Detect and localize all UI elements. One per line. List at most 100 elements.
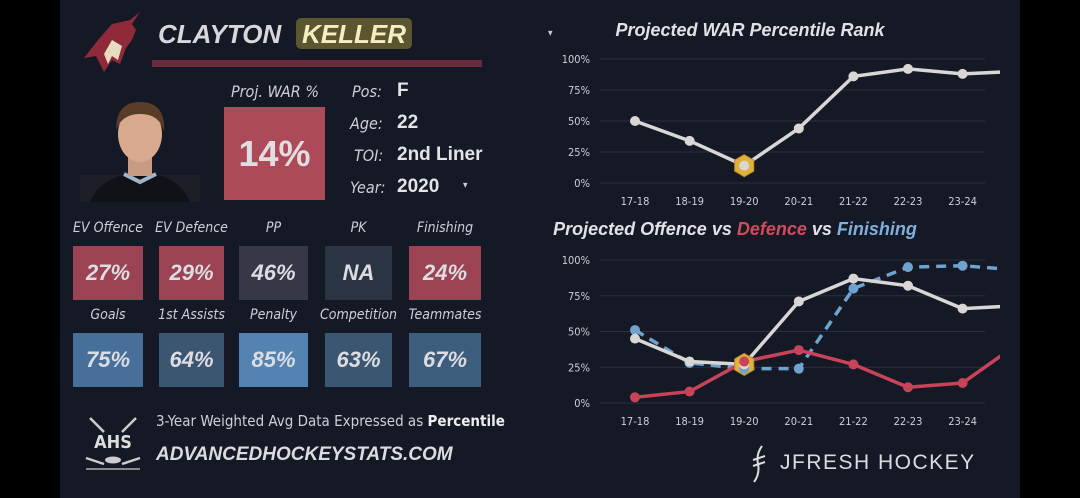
ahs-logo: AHS bbox=[85, 417, 141, 470]
chart2-title: Projected Offence vs Defence vs Finishin… bbox=[520, 219, 950, 240]
tile-value-competition: 63% bbox=[325, 333, 392, 387]
svg-text:AHS: AHS bbox=[94, 432, 132, 453]
tile-label-ev-offence: EV Offence bbox=[73, 220, 143, 236]
y-tick-label: 100% bbox=[562, 254, 590, 267]
y-tick-label: 25% bbox=[568, 146, 590, 159]
player-headshot bbox=[80, 102, 200, 202]
age-value: 22 bbox=[397, 112, 419, 133]
proj-war-label: Proj. WAR % bbox=[230, 82, 320, 101]
x-tick-label: 19-20 bbox=[730, 195, 759, 208]
data-note-bold: Percentile bbox=[427, 412, 505, 430]
toi-value: 2nd Liner bbox=[397, 144, 483, 165]
data-note: 3-Year Weighted Avg Data Expressed as Pe… bbox=[156, 412, 505, 430]
tile-value-ev-offence: 27% bbox=[73, 246, 143, 300]
data-point-war bbox=[793, 123, 804, 134]
data-point-defence bbox=[903, 382, 913, 393]
age-label: Age: bbox=[350, 114, 383, 133]
series-line-defence bbox=[634, 348, 1000, 400]
tile-value-ev-defence: 29% bbox=[159, 246, 224, 300]
x-tick-label: 18-19 bbox=[675, 195, 704, 208]
y-tick-label: 75% bbox=[568, 290, 590, 303]
player-last-name: KELLER bbox=[296, 18, 412, 49]
player-first-name: CLAYTON bbox=[158, 19, 282, 49]
dashboard-panel: CLAYTON KELLER Proj. WAR % 14% Pos: F Ag… bbox=[60, 0, 1020, 498]
data-point-finishing bbox=[793, 363, 804, 374]
data-point-defence bbox=[848, 359, 859, 370]
data-point-finishing bbox=[630, 325, 640, 336]
x-tick-label: 22-23 bbox=[894, 415, 923, 428]
pos-label: Pos: bbox=[352, 82, 382, 101]
data-point-offence bbox=[903, 280, 913, 291]
data-point-finishing bbox=[848, 283, 859, 294]
tile-label-1st-assists: 1st Assists bbox=[158, 307, 225, 323]
data-point-war bbox=[957, 68, 968, 79]
x-tick-label: 18-19 bbox=[675, 415, 704, 428]
y-tick-label: 0% bbox=[574, 177, 590, 190]
war-percentile-chart: 0% 25% 50% 75% 100% 17-18 18-19 19-20 20-21 21-22… bbox=[562, 53, 1000, 208]
x-tick-label: 23-24 bbox=[948, 415, 977, 428]
x-tick-label: 17-18 bbox=[621, 195, 650, 208]
title-part-vs: vs bbox=[806, 219, 837, 239]
y-tick-label: 50% bbox=[568, 115, 590, 128]
data-point-defence bbox=[684, 386, 695, 397]
y-tick-label: 75% bbox=[568, 84, 590, 97]
series-line-war bbox=[634, 67, 1000, 168]
data-point-war bbox=[903, 63, 913, 74]
year-dropdown[interactable]: 2020 ▾ bbox=[397, 174, 479, 200]
site-link[interactable]: ADVANCEDHOCKEYSTATS.COM bbox=[156, 444, 453, 465]
data-point-war bbox=[684, 135, 695, 146]
offence-defence-finishing-chart: 0% 25% 50% 75% 100% 17-18 18-19 19-20 20-21 21-22… bbox=[562, 254, 1000, 428]
x-tick-label: 20-21 bbox=[784, 415, 813, 428]
data-point-finishing bbox=[903, 262, 913, 273]
tile-value-pp: 46% bbox=[239, 246, 308, 300]
tile-value-finishing: 24% bbox=[409, 246, 481, 300]
tile-value-1st-assists: 64% bbox=[159, 333, 224, 387]
tile-label-competition: Competition bbox=[319, 307, 398, 323]
x-tick-label: 23-24 bbox=[948, 195, 977, 208]
data-point-offence bbox=[793, 296, 804, 307]
tile-label-ev-defence: EV Defence bbox=[155, 220, 228, 236]
x-tick-label: 20-21 bbox=[784, 195, 813, 208]
x-tick-label: 17-18 bbox=[621, 415, 650, 428]
data-point-offence bbox=[684, 356, 695, 367]
x-tick-label: 21-22 bbox=[839, 415, 868, 428]
data-point-defence bbox=[630, 392, 640, 403]
title-part-defence: Defence bbox=[736, 219, 807, 239]
brand-name: JFRESH HOCKEY bbox=[780, 451, 976, 474]
data-point-defence bbox=[739, 356, 750, 367]
data-point-defence bbox=[957, 377, 968, 388]
title-part-finishing: Finishing bbox=[836, 219, 917, 239]
x-tick-label: 19-20 bbox=[730, 415, 759, 428]
toi-label: TOI: bbox=[354, 146, 384, 165]
data-point-war bbox=[630, 116, 640, 126]
data-point-offence bbox=[957, 303, 968, 314]
year-label: Year: bbox=[350, 178, 386, 197]
coyotes-logo bbox=[84, 12, 140, 72]
series-line-finishing bbox=[634, 263, 1000, 371]
data-note-text: 3-Year Weighted Avg Data Expressed as bbox=[156, 412, 428, 430]
chevron-down-icon: ▾ bbox=[463, 180, 468, 191]
tile-label-pp: PP bbox=[265, 220, 282, 236]
data-point-war bbox=[739, 160, 750, 171]
y-tick-label: 50% bbox=[568, 326, 590, 339]
tile-value-goals: 75% bbox=[73, 333, 143, 387]
chart1-title: Projected WAR Percentile Rank bbox=[615, 20, 885, 40]
year-value: 2020 bbox=[397, 176, 440, 197]
tile-label-penalty: Penalty bbox=[250, 307, 297, 323]
y-tick-label: 25% bbox=[568, 361, 590, 374]
title-part-offence: Projected Offence vs bbox=[553, 219, 737, 239]
data-point-offence bbox=[848, 273, 859, 284]
data-point-defence bbox=[793, 345, 804, 356]
x-tick-label: 22-23 bbox=[894, 195, 923, 208]
data-point-war bbox=[848, 71, 859, 82]
proj-war-value: 14% bbox=[224, 107, 325, 200]
jfresh-logo-icon bbox=[750, 444, 768, 487]
pos-value: F bbox=[397, 80, 409, 101]
series-line-offence bbox=[634, 276, 1000, 367]
tile-label-teammates: Teammates bbox=[408, 307, 482, 323]
y-tick-label: 0% bbox=[574, 397, 590, 410]
data-point-offence bbox=[630, 333, 640, 344]
x-tick-label: 21-22 bbox=[839, 195, 868, 208]
title-underline bbox=[152, 60, 482, 67]
chart-menu-chevron-icon[interactable]: ▾ bbox=[548, 28, 553, 39]
